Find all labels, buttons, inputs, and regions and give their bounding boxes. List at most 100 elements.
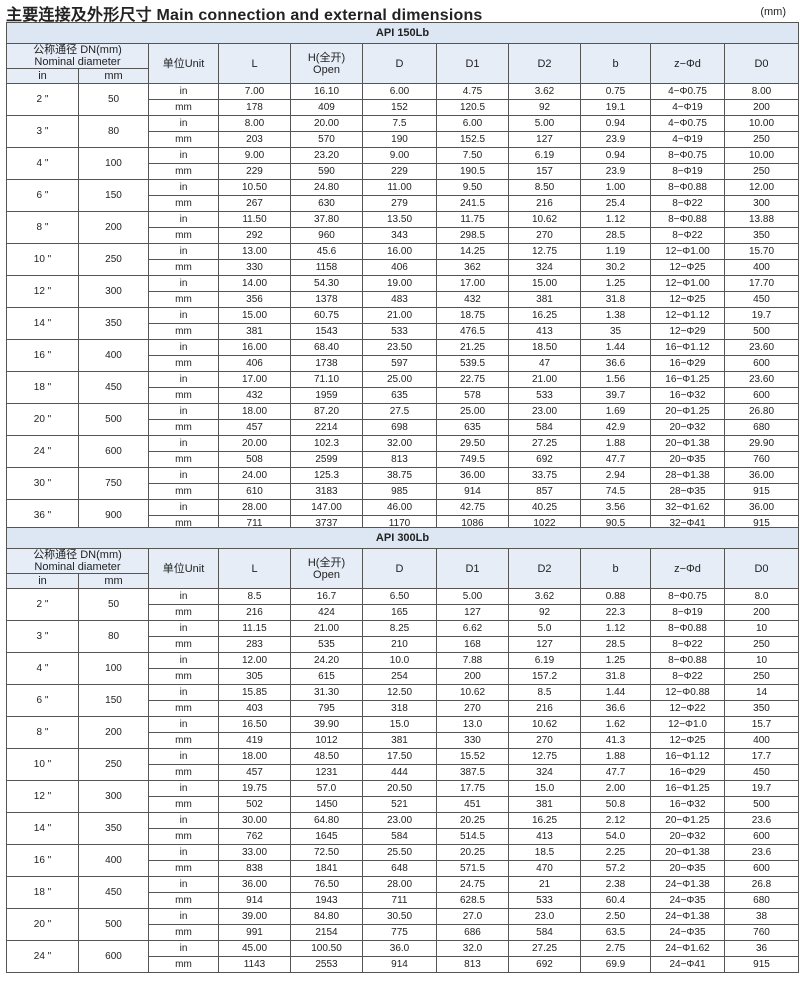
value-cell: 25.00 [362, 371, 437, 388]
table-row: 4 " 100 in 12.00 24.20 10.0 7.88 6.19 1.25 8−Φ0.8… [6, 652, 800, 685]
header-mm: mm [78, 68, 149, 84]
value-cell: 12.75 [508, 748, 581, 765]
value-cell: 775 [362, 924, 437, 941]
size-in: 4 " [6, 147, 79, 180]
value-cell: 21.00 [508, 371, 581, 388]
size-mm: 400 [78, 844, 149, 877]
value-cell: 69.9 [580, 956, 651, 973]
value-cell: 13.00 [218, 243, 291, 260]
value-cell: 1.44 [580, 339, 651, 356]
value-cell: 6.00 [436, 115, 509, 132]
value-cell: 10.00 [723, 147, 800, 164]
value-cell: 10.62 [508, 211, 581, 228]
value-cell: 2.00 [580, 780, 651, 797]
value-cell: 33.00 [218, 844, 291, 861]
value-cell: 25.50 [362, 844, 437, 861]
value-cell: 539.5 [436, 355, 509, 372]
header-l: L [218, 548, 291, 589]
value-cell: 597 [362, 355, 437, 372]
value-cell: 11.75 [436, 211, 509, 228]
size-in: 20 " [6, 403, 79, 436]
value-cell: 1158 [290, 259, 363, 276]
value-cell: 229 [362, 163, 437, 180]
value-cell: 350 [723, 227, 800, 244]
value-cell: 4.75 [436, 83, 509, 100]
table-row: 2 " 50 in 7.00 16.10 6.00 4.75 3.62 0.75 4−Φ0.75 8… [6, 83, 800, 116]
value-cell: 19.7 [723, 307, 800, 324]
value-cell: 200 [436, 668, 509, 685]
table-row: 20 " 500 in 39.00 84.80 30.50 27.0 23.0 2.50 24−Φ… [6, 908, 800, 941]
value-cell: 68.40 [290, 339, 363, 356]
value-cell: 356 [218, 291, 291, 308]
value-cell: 991 [218, 924, 291, 941]
size-in: 10 " [6, 243, 79, 276]
value-cell: 35 [580, 323, 651, 340]
header-h-en: Open [313, 63, 340, 76]
value-cell: 30.50 [362, 908, 437, 925]
size-mm: 100 [78, 147, 149, 180]
value-cell: 584 [508, 419, 581, 436]
value-cell: 10.0 [362, 652, 437, 669]
value-cell: 36.00 [723, 499, 800, 516]
unit-cell: mm [148, 259, 219, 276]
value-cell: 8.00 [723, 83, 800, 100]
value-cell: 6.00 [362, 83, 437, 100]
value-cell: 23.60 [723, 339, 800, 356]
size-mm: 250 [78, 748, 149, 781]
size-in: 12 " [6, 275, 79, 308]
value-cell: 3.56 [580, 499, 651, 516]
value-cell: 857 [508, 483, 581, 500]
value-cell: 15.7 [723, 716, 800, 733]
unit-cell: mm [148, 668, 219, 685]
value-cell: 270 [508, 732, 581, 749]
size-mm: 200 [78, 211, 149, 244]
size-mm: 450 [78, 876, 149, 909]
value-cell: 0.94 [580, 115, 651, 132]
value-cell: 300 [723, 195, 800, 212]
unit-cell: mm [148, 860, 219, 877]
value-cell: 24.75 [436, 876, 509, 893]
header-dn-en: Nominal diameter [34, 56, 121, 68]
value-cell: 24.20 [290, 652, 363, 669]
value-cell: 16.25 [508, 812, 581, 829]
value-cell: 87.20 [290, 403, 363, 420]
value-cell: 324 [508, 764, 581, 781]
table-row: mm 457 1231 444 387.5 324 47.7 16−Φ29 450 [7, 764, 800, 781]
unit-cell: mm [148, 924, 219, 941]
value-cell: 17.50 [362, 748, 437, 765]
value-cell: 413 [508, 828, 581, 845]
value-cell: 9.00 [362, 147, 437, 164]
value-cell: 1450 [290, 796, 363, 813]
value-cell: 210 [362, 636, 437, 653]
value-cell: 14.00 [218, 275, 291, 292]
header-z: z−Φd [650, 548, 725, 589]
unit-cell: in [148, 684, 219, 701]
value-cell: 476.5 [436, 323, 509, 340]
value-cell: 628.5 [436, 892, 509, 909]
table-row: mm 330 1158 406 362 324 30.2 12−Φ25 400 [7, 259, 800, 276]
value-cell: 42.75 [436, 499, 509, 516]
value-cell: 686 [436, 924, 509, 941]
header-d2: D2 [508, 548, 581, 589]
value-cell: 12−Φ0.88 [650, 684, 725, 701]
value-cell: 578 [436, 387, 509, 404]
value-cell: 45.6 [290, 243, 363, 260]
value-cell: 2214 [290, 419, 363, 436]
value-cell: 16.25 [508, 307, 581, 324]
value-cell: 18.00 [218, 748, 291, 765]
value-cell: 330 [436, 732, 509, 749]
value-cell: 10.62 [436, 684, 509, 701]
value-cell: 8−Φ0.75 [650, 147, 725, 164]
table-title: API 300Lb [5, 527, 800, 549]
value-cell: 571.5 [436, 860, 509, 877]
value-cell: 470 [508, 860, 581, 877]
unit-cell: in [148, 179, 219, 196]
value-cell: 31.8 [580, 668, 651, 685]
value-cell: 8.5 [218, 588, 291, 605]
value-cell: 16.00 [362, 243, 437, 260]
value-cell: 11.15 [218, 620, 291, 637]
value-cell: 413 [508, 323, 581, 340]
value-cell: 57.2 [580, 860, 651, 877]
value-cell: 8−Φ19 [650, 163, 725, 180]
size-in: 20 " [6, 908, 79, 941]
